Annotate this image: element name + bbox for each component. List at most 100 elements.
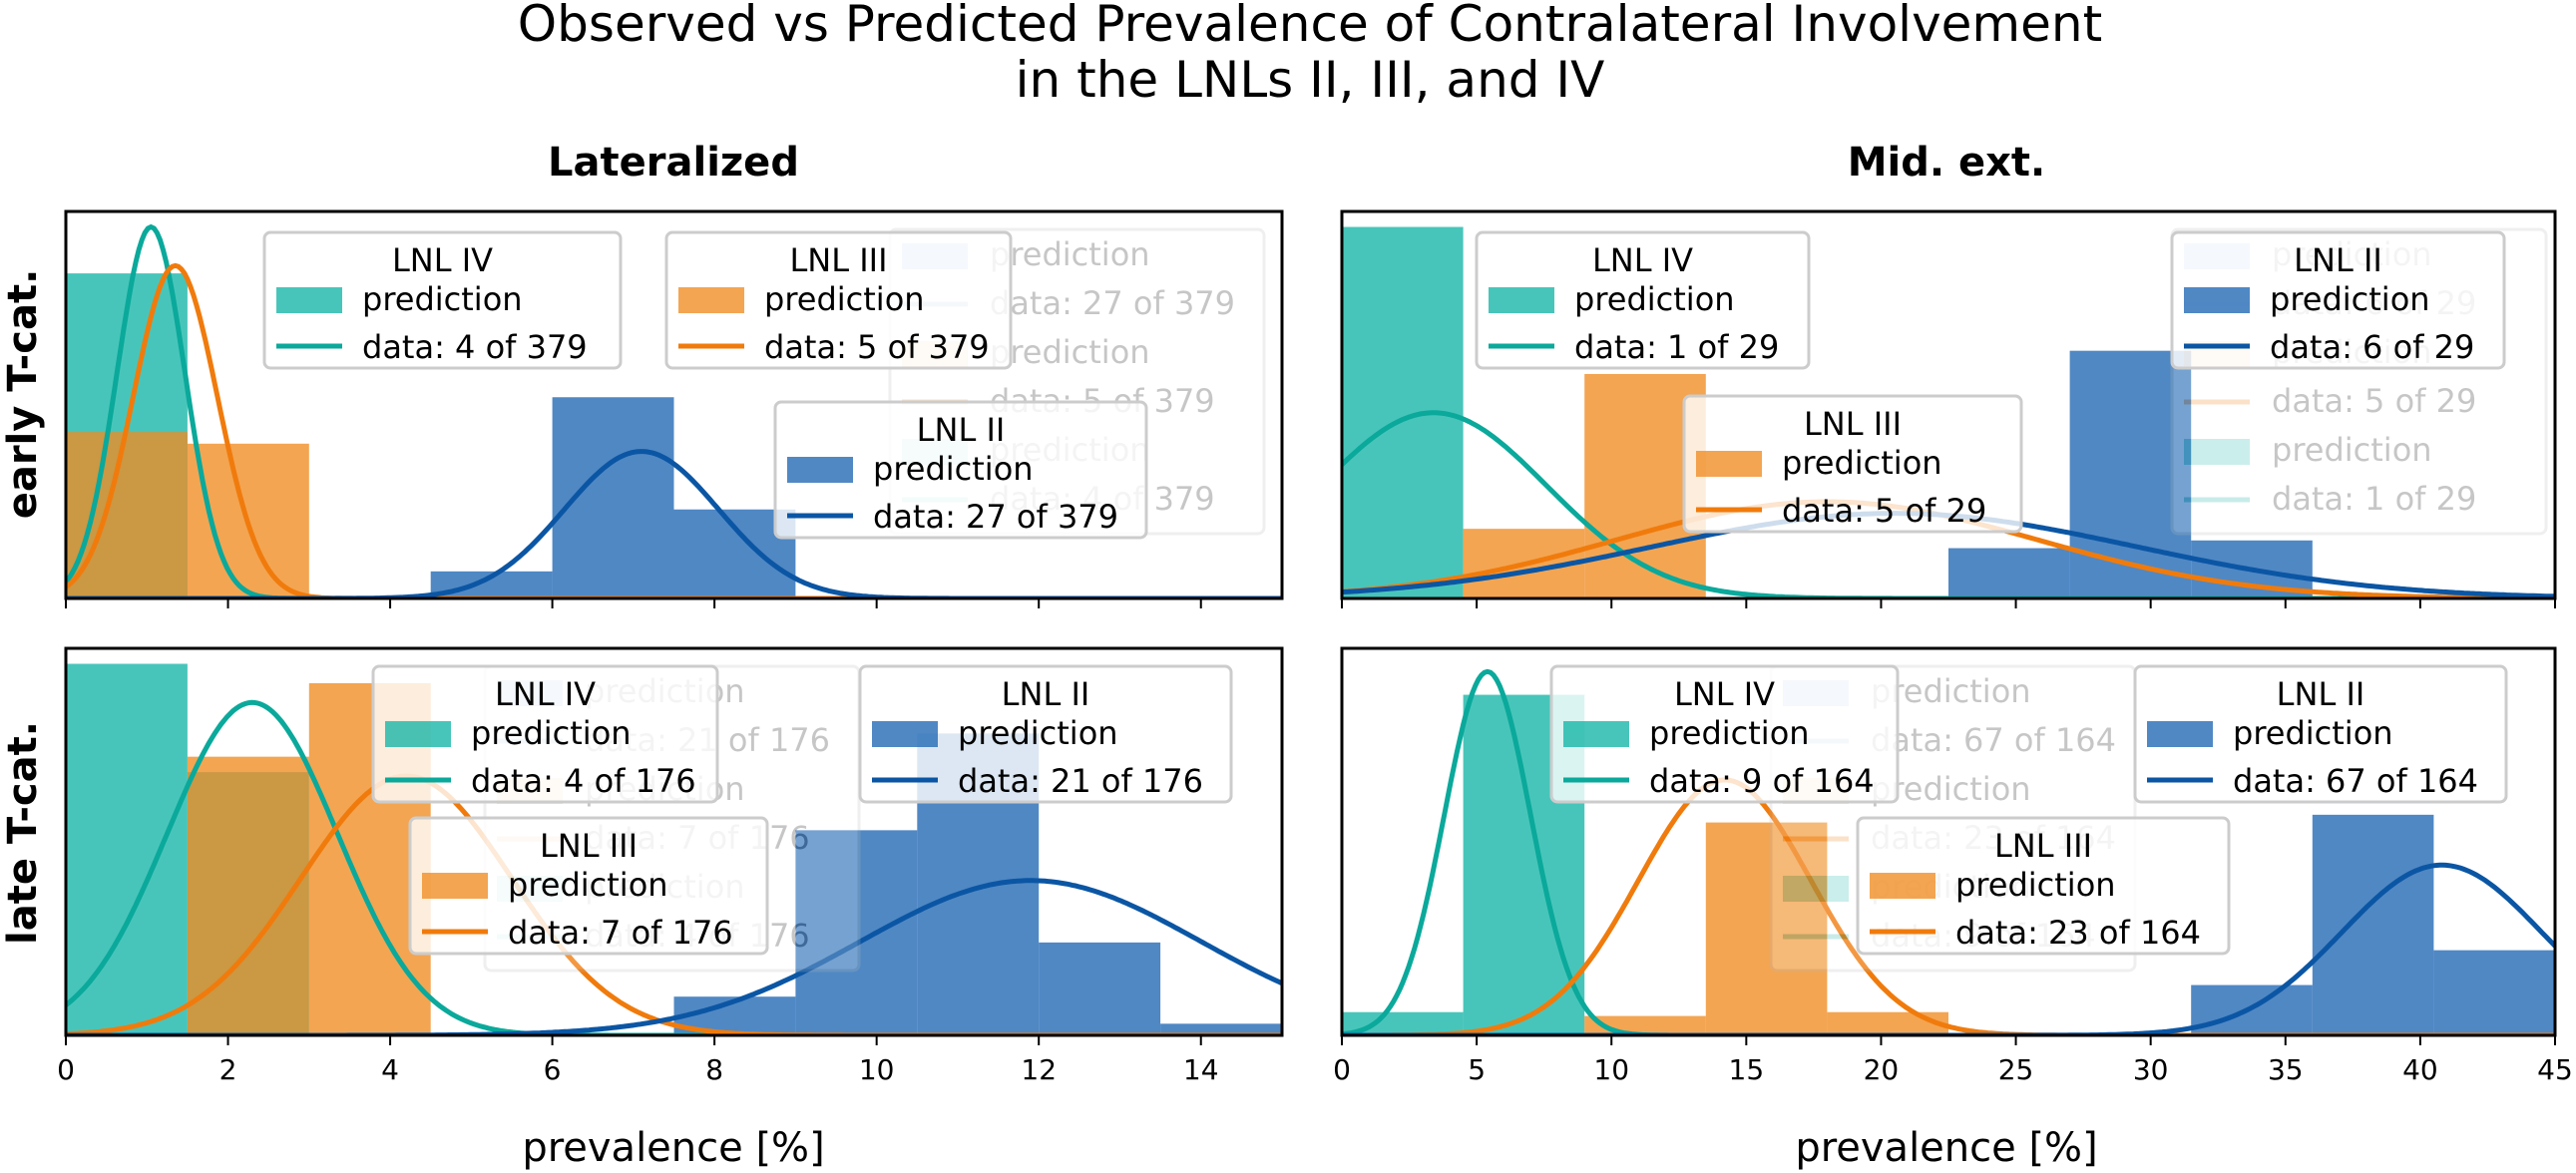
axes-frame (1340, 646, 2557, 1037)
legend-frame (2170, 230, 2506, 370)
legend-data-label: data: 1 of 29 (1574, 328, 1779, 366)
legend-frame (773, 400, 1148, 540)
legend-frame (262, 230, 623, 370)
x-tick-label-10: 10 (1593, 1053, 1629, 1086)
legend-frame (664, 230, 1013, 370)
figure-title-line-2: in the LNLs II, III, and IV (1016, 51, 1605, 109)
x-axis-label-right: prevalence [%] (1795, 1125, 2097, 1171)
legend-data-label: data: 9 of 164 (1649, 762, 1875, 800)
panel-lateralized-late: 0 2 4 6 8 10 12 14 prediction data: 21 of 176 pred… (57, 646, 1284, 1086)
legend-data-label: data: 67 of 164 (2233, 762, 2478, 800)
legend-patch (1563, 721, 1629, 747)
figure-title-line-1: Observed vs Predicted Prevalence of Cont… (518, 0, 2102, 53)
legend-patch (1696, 451, 1762, 477)
legend-prediction-label: prediction (362, 280, 523, 318)
legend-prediction-label: prediction (1649, 714, 1810, 752)
legend-title: LNL II (917, 411, 1006, 449)
legend-prediction-label: prediction (1955, 866, 2116, 904)
legend-title: LNL II (2277, 675, 2365, 713)
x-tick-label-5: 5 (1468, 1053, 1486, 1086)
legend-frame (2133, 664, 2508, 804)
legend-prediction-label: prediction (2233, 714, 2393, 752)
legend-prediction-label: prediction (873, 450, 1034, 488)
legend-frame (408, 816, 769, 956)
faded-legend-text: data: 27 of 379 (990, 284, 1235, 322)
histogram-bar-lnl-ii-1 (552, 397, 674, 598)
x-tick-label-0: 0 (1333, 1053, 1351, 1086)
histogram-bar-lnl-ii-1 (2069, 350, 2192, 598)
histogram-bar-lnl-ii-1 (795, 830, 918, 1035)
faded-legend-text: data: 5 of 29 (2272, 382, 2476, 420)
x-tick-label-6: 6 (544, 1053, 562, 1086)
histogram-bar-lnl-iv-0 (66, 663, 188, 1035)
x-tick-label-0: 0 (57, 1053, 75, 1086)
prediction-curve-lnl-iv (1342, 410, 2555, 598)
prediction-curve-lnl-ii (66, 449, 1282, 598)
prediction-curve-lnl-iv (66, 699, 1282, 1035)
legend-patch (678, 287, 744, 313)
x-tick-label-8: 8 (705, 1053, 723, 1086)
legend-data-label: data: 5 of 29 (1782, 492, 1986, 530)
x-tick-label-10: 10 (859, 1053, 895, 1086)
faded-legend-text: prediction (2272, 431, 2432, 469)
legend-patch (787, 457, 853, 483)
legend-prediction-label: prediction (2270, 280, 2430, 318)
legend-title: LNL IV (392, 241, 493, 279)
legend-patch (422, 873, 488, 899)
column-title-lateralized: Lateralized (548, 140, 799, 186)
prediction-curve-lnl-iv (1342, 668, 2555, 1035)
histogram-bar-lnl-ii-2 (2433, 950, 2555, 1035)
row-label-late: late T-cat. (0, 721, 46, 945)
legend-prediction-label: prediction (508, 866, 668, 904)
x-tick-label-20: 20 (1864, 1053, 1900, 1086)
legend-title: LNL II (2294, 241, 2382, 279)
x-tick-label-45: 45 (2537, 1053, 2573, 1086)
histogram-bar-lnl-ii-0 (1948, 548, 2070, 598)
column-title-mid-ext: Mid. ext. (1848, 140, 2046, 186)
legend-frame (1549, 664, 1900, 804)
legend-data-label: data: 6 of 29 (2270, 328, 2474, 366)
x-tick-label-30: 30 (2133, 1053, 2169, 1086)
axes-frame (1340, 209, 2557, 600)
legend-title: LNL III (1804, 405, 1902, 443)
legend-patch (2184, 287, 2250, 313)
legend-title: LNL IV (1592, 241, 1693, 279)
faded-legend-text: prediction (990, 333, 1150, 371)
legend-prediction-label: prediction (958, 714, 1118, 752)
prediction-curve-lnl-ii (66, 878, 1282, 1035)
legend-frame (371, 664, 719, 804)
prediction-curve-lnl-ii (1342, 862, 2555, 1035)
x-tick-label-35: 35 (2268, 1053, 2304, 1086)
prediction-curve-lnl-iii (66, 262, 1282, 598)
axes-frame (64, 209, 1284, 600)
legend-patch (1870, 873, 1935, 899)
histogram-bar-lnl-ii-4 (1160, 1023, 1282, 1035)
legend-frame (1682, 394, 2023, 534)
x-axis-label-left: prevalence [%] (522, 1125, 824, 1171)
histogram-bar-lnl-iv-0 (1342, 1011, 1464, 1035)
legend-title: LNL III (540, 827, 638, 865)
legend-frame (858, 664, 1233, 804)
x-tick-label-40: 40 (2402, 1053, 2438, 1086)
histogram-bar-lnl-iii-1 (1705, 822, 1828, 1035)
legend-prediction-label: prediction (471, 714, 632, 752)
legend-prediction-label: prediction (1782, 444, 1942, 482)
legend-patch (276, 287, 342, 313)
legend-title: LNL IV (1674, 675, 1775, 713)
histogram-bar-lnl-ii-1 (2312, 814, 2434, 1035)
legend-patch (872, 721, 938, 747)
faded-legend-text: data: 67 of 164 (1871, 721, 2116, 759)
legend-data-label: data: 21 of 176 (958, 762, 1203, 800)
axes-frame (64, 646, 1284, 1037)
histogram-bar-lnl-iii-2 (1827, 1011, 1948, 1035)
x-tick-label-15: 15 (1729, 1053, 1765, 1086)
